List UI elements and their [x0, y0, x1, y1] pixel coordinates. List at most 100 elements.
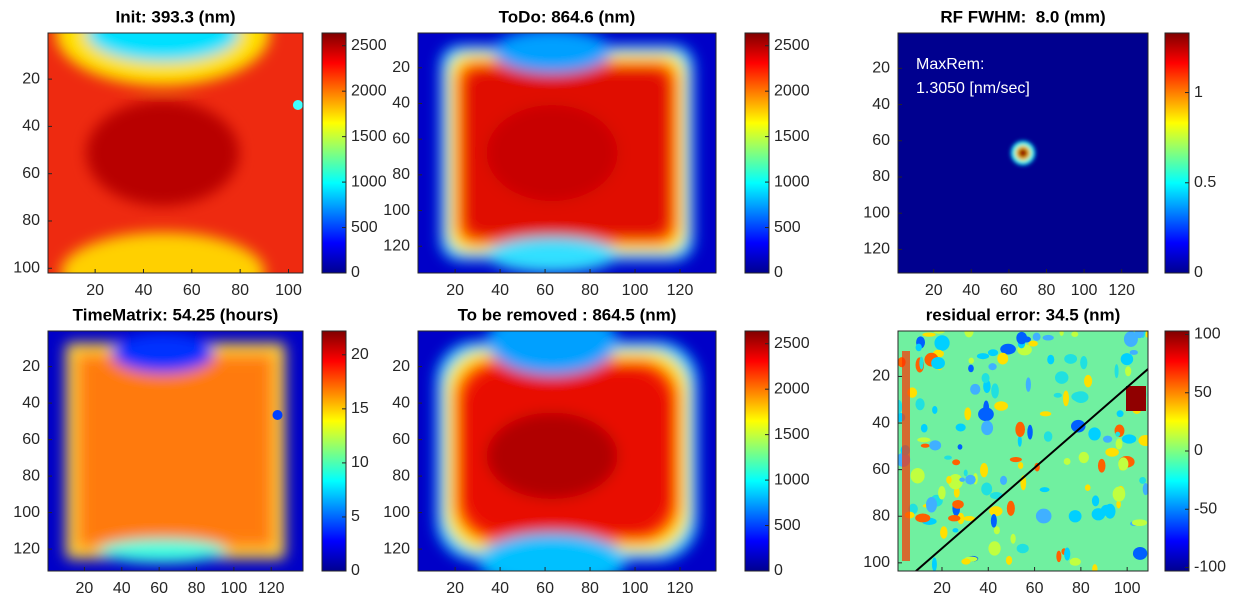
colorbar-tick-label: 0 — [351, 562, 360, 579]
image-layer — [1071, 419, 1086, 433]
image-layer — [993, 526, 1000, 535]
image-layer — [1009, 456, 1022, 463]
image-layer — [915, 398, 925, 411]
image-layer — [976, 353, 990, 360]
y-tick-label: 40 — [872, 96, 890, 113]
y-tick-label: 100 — [863, 204, 890, 221]
image-layer — [1006, 500, 1015, 516]
image-layer — [1071, 391, 1088, 402]
colorbar-tick-label: 1500 — [774, 426, 810, 443]
image-layer — [1129, 349, 1138, 355]
x-tick-label: 100 — [622, 282, 649, 299]
subplot-title: To be removed : 864.5 (nm) — [458, 305, 677, 324]
image-layer — [1115, 431, 1121, 437]
image-layer — [1016, 331, 1028, 345]
axes-box — [897, 330, 1149, 572]
colorbar-tick-label: 0 — [351, 264, 360, 281]
x-tick-label: 40 — [491, 580, 509, 597]
axes-box — [417, 330, 717, 572]
y-tick-label: 40 — [22, 394, 40, 411]
image-layer — [920, 423, 928, 433]
colorbar-tick-label: 1500 — [774, 128, 810, 145]
image-layer — [955, 423, 966, 432]
image-layer — [981, 372, 990, 384]
x-tick-label: 60 — [150, 580, 168, 597]
image-layer — [970, 383, 981, 395]
x-tick-label: 40 — [135, 282, 153, 299]
image-layer — [1123, 331, 1138, 347]
y-tick-label: 60 — [22, 165, 40, 182]
colorbar-tick-label: 20 — [351, 346, 369, 363]
y-tick-label: 60 — [872, 461, 890, 478]
image-layer — [963, 516, 976, 521]
image-layer — [492, 33, 612, 73]
image-layer — [917, 437, 931, 443]
image-layer — [948, 474, 963, 490]
x-tick-label: 20 — [86, 282, 104, 299]
image-layer — [991, 383, 999, 399]
y-tick-label: 100 — [13, 504, 40, 521]
colorbar-tick-label: 50 — [1194, 384, 1212, 401]
colorbar — [744, 330, 770, 572]
image-layer — [952, 459, 961, 466]
image-layer — [965, 474, 976, 485]
image-layer — [961, 558, 971, 565]
subplot-title: RF FWHM: 8.0 (mm) — [940, 7, 1105, 26]
subplot: To be removed : 864.5 (nm) 20 40 60 80 100 120… — [383, 305, 809, 597]
image-layer — [1056, 550, 1062, 563]
image-blur — [436, 331, 698, 571]
image-layer — [1063, 457, 1071, 465]
image-layer — [1078, 451, 1089, 464]
y-tick-label: 40 — [392, 394, 410, 411]
colorbar-tick-label: 0 — [1194, 264, 1203, 281]
image-layer — [1139, 476, 1147, 484]
image-layer — [1043, 431, 1053, 442]
axes-box — [897, 32, 1149, 274]
image-layer — [486, 237, 618, 273]
image-layer — [1084, 374, 1093, 388]
image-layer — [1062, 390, 1069, 407]
image-layer — [1097, 458, 1106, 473]
image-layer — [919, 356, 924, 370]
colorbar-tick-label: 1000 — [351, 173, 387, 190]
image-layer — [1071, 331, 1079, 337]
x-tick-label: 120 — [667, 282, 694, 299]
image-layer — [915, 513, 931, 523]
image-layer — [272, 410, 283, 420]
x-tick-label: 80 — [1072, 580, 1090, 597]
image-layer — [963, 469, 968, 477]
heatmap-image — [418, 331, 716, 571]
image-layer — [929, 440, 942, 451]
image-layer — [994, 401, 1009, 411]
y-tick-label: 100 — [383, 504, 410, 521]
x-tick-label: 120 — [667, 580, 694, 597]
y-tick-label: 20 — [872, 368, 890, 385]
subplot-title: residual error: 34.5 (nm) — [926, 305, 1121, 324]
image-layer — [86, 100, 240, 206]
y-tick-label: 120 — [383, 237, 410, 254]
y-tick-label: 120 — [863, 241, 890, 258]
x-tick-label: 40 — [979, 580, 997, 597]
image-layer — [915, 368, 1148, 571]
image-layer — [1105, 447, 1119, 457]
y-tick-label: 20 — [22, 358, 40, 375]
heatmap-image — [48, 331, 303, 571]
image-layer — [946, 475, 952, 484]
image-layer — [934, 335, 950, 351]
image-layer — [964, 407, 972, 421]
subplot-title: TimeMatrix: 54.25 (hours) — [73, 305, 279, 324]
colorbar-tick-label: 1000 — [774, 173, 810, 190]
colorbar-tick-label: 2000 — [774, 380, 810, 397]
image-layer — [1028, 340, 1038, 347]
y-tick-label: 60 — [392, 431, 410, 448]
image-layer — [486, 412, 618, 499]
image-layer — [1015, 421, 1026, 438]
image-layer — [486, 105, 618, 201]
x-tick-label: 100 — [275, 282, 302, 299]
image-layer — [968, 364, 974, 373]
image-layer — [931, 557, 937, 571]
image-layer — [1018, 148, 1028, 158]
y-tick-label: 120 — [383, 540, 410, 557]
x-tick-label: 20 — [446, 282, 464, 299]
colorbar-tick-label: 500 — [774, 219, 801, 236]
